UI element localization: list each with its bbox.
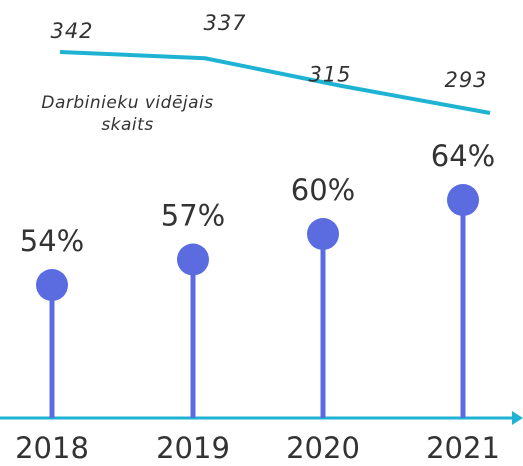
dot [177, 243, 209, 276]
value-label: 64% [431, 139, 495, 173]
data-label: 342 [50, 19, 93, 43]
dot [307, 218, 339, 250]
line-label: Darbinieku vidējais skaits [41, 93, 214, 135]
dot [36, 269, 68, 301]
dot [447, 184, 479, 216]
data-label: 315 [308, 63, 351, 87]
axis-arrow [512, 411, 523, 425]
x-tick-label: 2021 [426, 431, 500, 465]
line [59, 50, 491, 115]
value-label: 54% [20, 224, 84, 258]
x-tick-label: 2018 [15, 431, 89, 465]
x-tick-label: 2019 [156, 431, 230, 465]
data-label: 293 [444, 68, 487, 92]
x-tick-label: 2020 [286, 431, 360, 465]
data-label: 337 [203, 11, 246, 35]
value-label: 57% [161, 199, 225, 233]
value-label: 60% [291, 173, 355, 207]
